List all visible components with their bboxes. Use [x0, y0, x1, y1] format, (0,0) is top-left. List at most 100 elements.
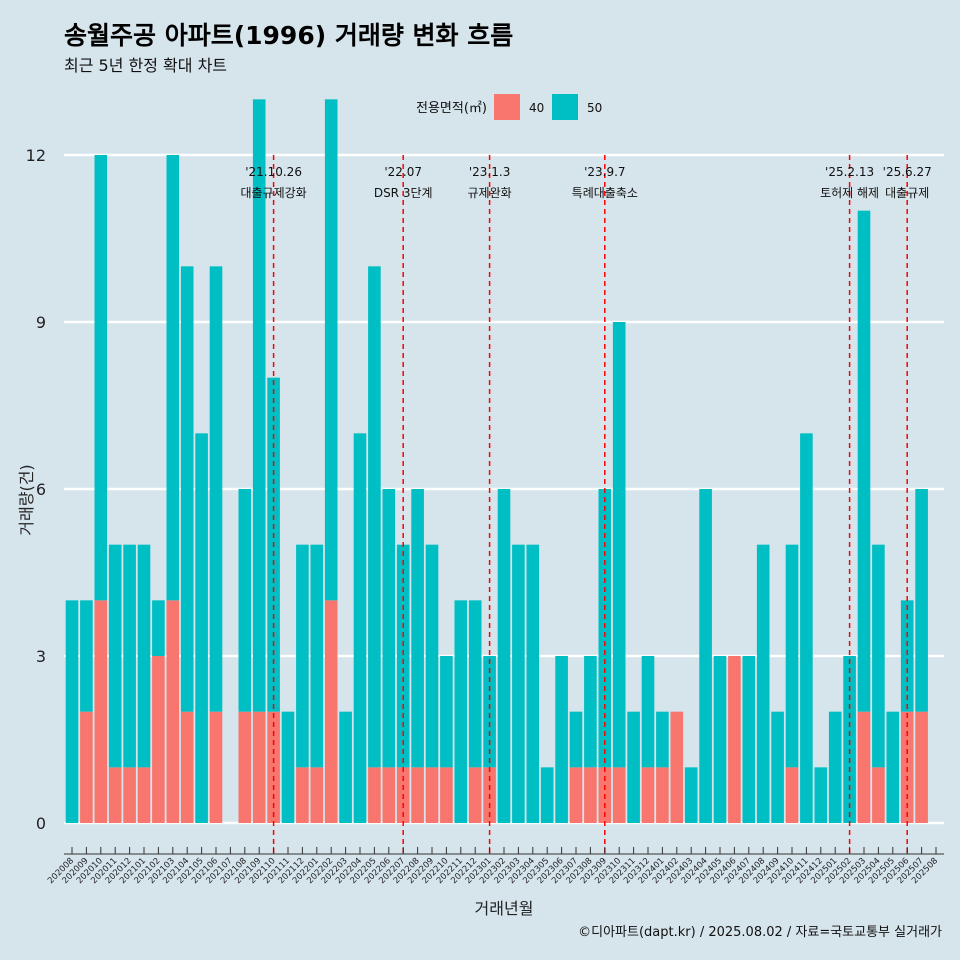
bar-202108-40 — [238, 711, 252, 823]
bar-202011-40 — [108, 767, 122, 823]
bar-202506-50 — [900, 600, 914, 712]
event-date-label: '22.07 — [384, 165, 422, 179]
event-name-label: 특례대출축소 — [572, 186, 638, 200]
bar-202507-50 — [915, 489, 928, 712]
bar-202012-50 — [123, 544, 136, 768]
event-date-label: '21.10.26 — [245, 165, 302, 179]
bar-202308-50 — [584, 656, 597, 768]
bar-202407-50 — [742, 656, 756, 823]
y-tick-label: 3 — [36, 647, 46, 666]
bar-202212-40 — [468, 767, 482, 823]
bar-202501-50 — [828, 711, 842, 823]
bar-202310-50 — [612, 322, 626, 768]
legend-swatch-50 — [552, 94, 578, 120]
bar-202101-50 — [137, 544, 151, 768]
bar-202205-40 — [368, 767, 381, 823]
bar-202106-50 — [209, 266, 223, 712]
bar-202504-40 — [872, 767, 885, 823]
bar-202402-40 — [670, 711, 684, 823]
chart-subtitle: 최근 5년 한정 확대 차트 — [64, 56, 228, 75]
event-date-label: '23.9.7 — [584, 165, 625, 179]
bar-202303-50 — [512, 544, 525, 823]
bar-202503-40 — [857, 711, 871, 823]
event-name-label: 대출규제강화 — [240, 186, 306, 200]
bar-202105-50 — [195, 433, 208, 823]
bar-202504-50 — [872, 544, 885, 768]
bar-202505-50 — [886, 711, 900, 823]
bar-202410-50 — [785, 544, 799, 768]
bar-202410-40 — [785, 767, 799, 823]
bar-202401-50 — [656, 711, 669, 768]
bar-202312-50 — [641, 656, 655, 768]
event-date-label: '25.2.13 — [825, 165, 874, 179]
bar-202206-50 — [382, 489, 396, 768]
bar-202406-40 — [728, 656, 741, 823]
bar-202309-50 — [598, 489, 612, 768]
bar-202009-40 — [80, 711, 93, 823]
legend-label-50: 50 — [587, 101, 602, 115]
legend-title: 전용면적(㎡) — [416, 101, 487, 116]
bar-202201-50 — [310, 544, 324, 768]
bar-202009-50 — [80, 600, 93, 712]
bar-202102-40 — [152, 656, 165, 823]
bar-202112-40 — [296, 767, 309, 823]
bar-202306-50 — [555, 656, 568, 823]
bar-202304-50 — [526, 544, 540, 823]
bar-202308-40 — [584, 767, 597, 823]
event-name-label: DSR 3단계 — [374, 186, 433, 200]
y-tick-label: 0 — [36, 814, 46, 833]
bar-202205-50 — [368, 266, 381, 768]
event-name-label: 토허제 해제 — [820, 186, 879, 200]
bar-202212-50 — [468, 600, 482, 768]
bar-202302-50 — [497, 489, 511, 823]
event-date-label: '23.1.3 — [469, 165, 510, 179]
event-date-label: '25.6.27 — [883, 165, 932, 179]
bar-202208-50 — [411, 489, 424, 768]
bar-202202-40 — [324, 600, 338, 823]
bar-202207-50 — [396, 544, 410, 768]
bar-202103-50 — [166, 155, 180, 601]
bar-202412-50 — [814, 767, 828, 823]
bar-202112-50 — [296, 544, 309, 768]
bar-202405-50 — [713, 656, 727, 823]
bar-202211-50 — [454, 600, 468, 823]
y-axis-title: 거래량(건) — [17, 464, 36, 535]
x-axis-title: 거래년월 — [475, 899, 534, 918]
y-tick-label: 9 — [36, 313, 46, 332]
bar-202307-40 — [569, 767, 583, 823]
event-name-label: 대출규제 — [885, 186, 929, 200]
bar-202203-50 — [339, 711, 352, 823]
chart-title: 송월주공 아파트(1996) 거래량 변화 흐름 — [64, 21, 514, 50]
bar-202104-50 — [180, 266, 194, 712]
legend-swatch-40 — [494, 94, 520, 120]
bar-202204-50 — [353, 433, 367, 823]
bar-202503-50 — [857, 210, 871, 712]
bar-202411-50 — [800, 433, 813, 823]
bar-202301-50 — [483, 656, 496, 768]
bar-202502-50 — [843, 656, 856, 823]
bar-202307-50 — [569, 711, 583, 768]
chart-caption: ©디아파트(dapt.kr) / 2025.08.02 / 자료=국토교통부 실… — [578, 925, 942, 940]
bar-202102-50 — [152, 600, 165, 656]
bar-202311-50 — [627, 711, 640, 823]
bar-202011-50 — [108, 544, 122, 768]
bar-202008-50 — [65, 600, 79, 823]
bar-202408-50 — [756, 544, 770, 823]
bar-202206-40 — [382, 767, 396, 823]
bar-202310-40 — [612, 767, 626, 823]
bar-202109-50 — [252, 99, 266, 712]
bar-202210-40 — [440, 767, 453, 823]
y-tick-label: 12 — [26, 146, 46, 165]
legend-label-40: 40 — [529, 101, 544, 115]
bar-202104-40 — [180, 711, 194, 823]
bar-202403-50 — [684, 767, 698, 823]
bar-202312-40 — [641, 767, 655, 823]
bar-202210-50 — [440, 656, 453, 768]
bar-202108-50 — [238, 489, 252, 712]
bar-202209-40 — [425, 767, 439, 823]
y-tick-label: 6 — [36, 480, 46, 499]
bar-202111-50 — [281, 711, 295, 823]
bar-202109-40 — [252, 711, 266, 823]
bar-202404-50 — [699, 489, 712, 823]
